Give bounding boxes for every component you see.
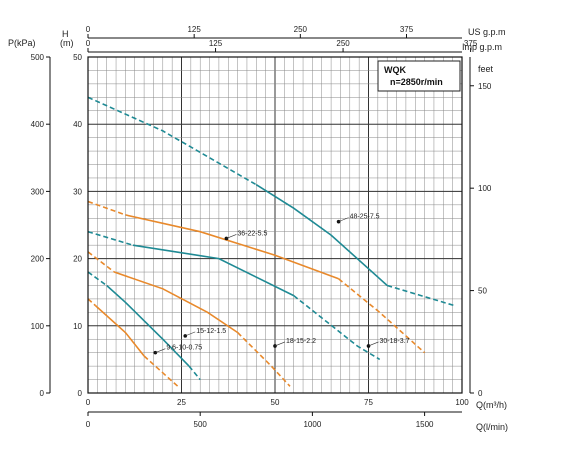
feet-tick-label: 100 — [478, 184, 492, 193]
feet-tick-label: 50 — [478, 287, 487, 296]
curve-dashed-start — [87, 230, 134, 246]
performance-curves: 48-25-7.5 36-22-5.5 30-18-3.7 18-15-2.2 15-1… — [87, 96, 455, 387]
curve-dashed-end — [237, 331, 291, 387]
legend-box: WQK n=2850r/min — [377, 60, 461, 92]
us-gpm-tick-label: 375 — [400, 25, 414, 34]
curve-9.6-10-0.75: 9.6-10-0.75 — [87, 298, 202, 387]
curve-label-leader — [274, 341, 286, 347]
lmin-tick-label: 1000 — [303, 420, 321, 429]
pressure-tick-label: 0 — [40, 389, 45, 398]
curve-dashed-end — [293, 294, 381, 361]
pressure-tick-label: 100 — [31, 322, 45, 331]
curve-36-22-5.5: 36-22-5.5 — [87, 200, 426, 354]
pressure-tick-label: 400 — [31, 120, 45, 129]
imp-gpm-tick-label: 250 — [336, 39, 350, 48]
lmin-tick-label: 0 — [86, 420, 91, 429]
head-tick-label: 40 — [73, 120, 82, 129]
curve-dashed-start — [87, 298, 97, 307]
curve-label-leader — [368, 341, 379, 347]
curve-dashed-start — [87, 271, 108, 287]
curve-label-marker — [273, 344, 277, 348]
us-gpm-axis-label: US g.p.m — [468, 27, 506, 37]
feet-tick-label: 150 — [478, 82, 492, 91]
curve-label: 30-18-3.7 — [380, 338, 410, 345]
curve-48-25-7.5: 48-25-7.5 — [87, 96, 455, 307]
curve-label-leader — [155, 348, 166, 353]
curve-solid — [94, 305, 145, 357]
pressure-tick-label: 200 — [31, 255, 45, 264]
curve-label: 18-15-2.2 — [286, 338, 316, 345]
legend-speed: n=2850r/min — [390, 77, 443, 87]
curve-label-leader — [338, 217, 349, 222]
curve-solid — [125, 214, 339, 280]
curve-dashed-start — [87, 200, 126, 216]
head-tick-label: 10 — [73, 322, 82, 331]
lmin-axis-label: Q(l/min) — [476, 422, 508, 432]
grid-lines — [87, 56, 463, 394]
curve-15-12-1.5: 15-12-1.5 — [87, 271, 226, 381]
curve-label-leader — [226, 234, 237, 239]
lmin-tick-label: 500 — [194, 420, 208, 429]
head-tick-label: 0 — [78, 389, 83, 398]
curve-18-15-2.2: 18-15-2.2 — [87, 251, 316, 387]
curve-solid — [106, 284, 190, 367]
m3h-tick-label: 100 — [455, 398, 469, 407]
legend-model: WQK — [384, 65, 406, 75]
head-tick-label: 50 — [73, 53, 82, 62]
lmin-tick-label: 1500 — [416, 420, 434, 429]
pressure-axis-label: P(kPa) — [8, 38, 36, 48]
plot-frame — [87, 56, 463, 394]
head-axis-label-line2: (m) — [60, 38, 74, 48]
curve-solid — [132, 244, 295, 297]
pressure-tick-label: 300 — [31, 187, 45, 196]
m3h-axis-label: Q(m³/h) — [476, 400, 507, 410]
head-tick-label: 30 — [73, 187, 82, 196]
curve-30-18-3.7: 30-18-3.7 — [87, 230, 410, 361]
curve-label: 15-12-1.5 — [196, 328, 226, 335]
curve-dashed-end — [386, 284, 455, 307]
us-gpm-tick-label: 250 — [294, 25, 308, 34]
head-tick-label: 20 — [73, 255, 82, 264]
plot-border — [87, 56, 463, 394]
curve-label: 36-22-5.5 — [237, 230, 267, 237]
imp-gpm-tick-label: 0 — [86, 39, 91, 48]
curve-dashed-start — [87, 251, 115, 273]
m3h-tick-label: 25 — [177, 398, 186, 407]
curve-dashed-start — [87, 96, 257, 186]
curve-dashed-end — [143, 355, 179, 387]
curve-dashed-end — [338, 278, 426, 354]
head-axis-label-line1: H — [62, 29, 69, 39]
m3h-tick-label: 0 — [86, 398, 91, 407]
m3h-tick-label: 75 — [364, 398, 373, 407]
curve-solid — [255, 184, 388, 287]
curve-label-marker — [366, 344, 371, 348]
us-gpm-tick-label: 0 — [86, 25, 91, 34]
feet-axis-label: feet — [478, 64, 494, 74]
curve-label: 48-25-7.5 — [350, 214, 380, 221]
feet-tick-label: 0 — [478, 389, 483, 398]
imp-gpm-tick-label: 375 — [464, 39, 478, 48]
us-gpm-tick-label: 125 — [187, 25, 201, 34]
imp-gpm-axis-label: Imp g.p.m — [462, 42, 502, 52]
imp-gpm-tick-label: 125 — [209, 39, 223, 48]
curve-solid — [113, 271, 239, 334]
curve-label: 9.6-10-0.75 — [166, 345, 202, 352]
pressure-tick-label: 500 — [31, 53, 45, 62]
curve-dashed-end — [188, 365, 201, 381]
curve-label-leader — [185, 331, 196, 337]
m3h-tick-label: 50 — [271, 398, 280, 407]
